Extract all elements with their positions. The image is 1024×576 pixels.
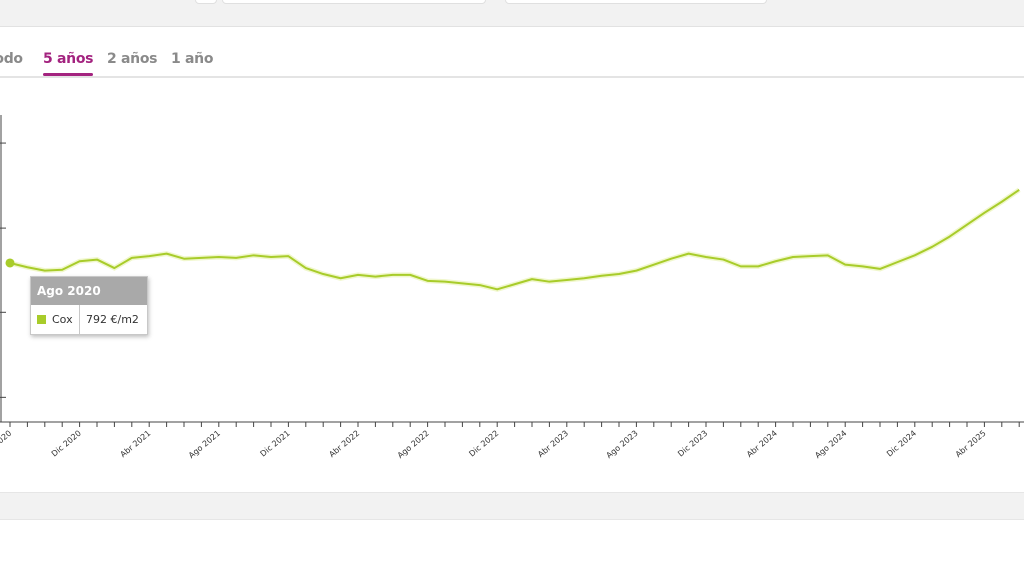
x-tick-label: Ago 2020: [0, 429, 13, 461]
chart-tooltip: Ago 2020 Cox 792 €/m2: [30, 276, 148, 335]
x-tick-label: Ago 2022: [396, 429, 431, 461]
period-tabs: Todo 5 años 2 años 1 año: [0, 48, 1024, 78]
x-tick-label: Abr 2023: [536, 429, 570, 460]
tab-1-ano[interactable]: 1 año: [171, 51, 214, 67]
series-swatch-icon: [37, 315, 46, 324]
x-tick-label: Abr 2022: [327, 429, 361, 460]
x-tick-label: Abr 2021: [119, 429, 153, 460]
top-filter-bar: [0, 0, 1024, 27]
x-tick-label: Dic 2024: [885, 429, 918, 459]
tab-todo[interactable]: Todo: [0, 51, 23, 67]
x-tick-label: Dic 2021: [259, 429, 292, 459]
x-tick-label: Abr 2025: [954, 429, 988, 460]
series-line-glow: [9, 187, 1021, 292]
price-line-chart: Ago 2020 Dic 2020 Abr 2021 Ago 2021 Dic 2021…: [0, 115, 1024, 461]
tooltip-series: Cox: [52, 313, 73, 326]
x-tick-label: Dic 2022: [467, 429, 500, 459]
tooltip-value: 792 €/m2: [86, 313, 139, 326]
x-tick-label: Dic 2020: [50, 429, 83, 459]
x-tick-label: Ago 2023: [605, 429, 640, 461]
x-tick-label: Ago 2021: [187, 429, 222, 461]
x-tick-label: Ago 2024: [813, 429, 848, 461]
x-tick-label: Abr 2024: [745, 429, 779, 460]
bottom-band: [0, 492, 1024, 520]
tab-2-anos[interactable]: 2 años: [107, 51, 158, 67]
tooltip-title: Ago 2020: [31, 277, 147, 305]
series-line-cox: [9, 189, 1020, 291]
tab-5-anos[interactable]: 5 años: [43, 51, 94, 76]
data-point: [5, 258, 15, 268]
x-tick-label: Dic 2023: [676, 429, 709, 459]
